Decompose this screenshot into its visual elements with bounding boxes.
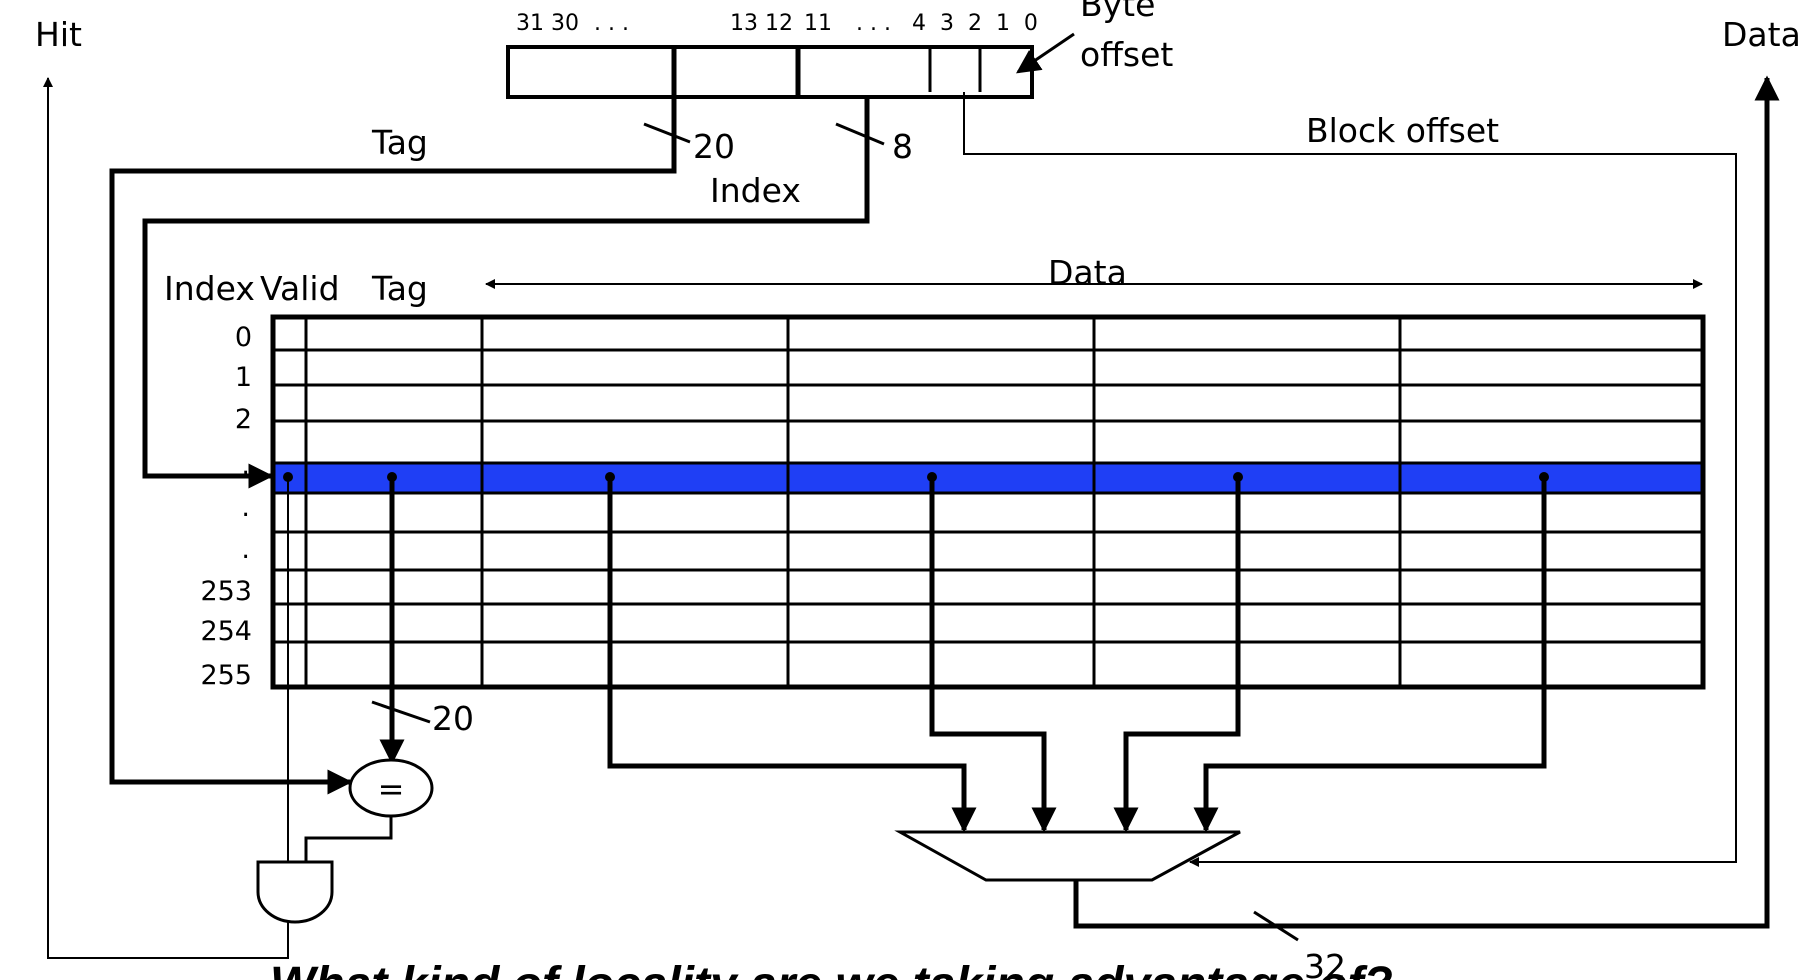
data-output-wire: [1073, 75, 1780, 929]
address-bit-labels: 31 30 . . . 13 12 11 . . . 4 3 2 1 0: [516, 11, 1038, 36]
row-label-dot-2: .: [241, 492, 250, 523]
bit-label-high: 31 30: [516, 11, 579, 36]
index-label: Index: [710, 171, 801, 210]
index-width-slash: [835, 122, 885, 146]
row-label-0: 0: [235, 322, 252, 353]
row-label-253: 253: [200, 576, 252, 607]
hit-and-gate: [256, 860, 334, 924]
index-width-label: 8: [892, 127, 913, 166]
row-label-dot-1: .: [241, 450, 250, 481]
bit-label-low: 4 3 2 1 0: [912, 11, 1038, 36]
row-label-254: 254: [200, 616, 252, 647]
table-frame: [270, 314, 1706, 690]
compare-width-slash: [371, 700, 431, 724]
data-word-wires: [605, 472, 1549, 833]
slide-caption: What kind of locality are we taking adva…: [270, 958, 1393, 980]
tag-width-label: 20: [693, 127, 735, 166]
compare-width-label: 20: [432, 699, 474, 738]
table-row-lines: [273, 348, 1703, 644]
data-multiplexer: [894, 830, 1241, 882]
block-offset-wire: [963, 92, 1737, 867]
row-label-2: 2: [235, 404, 252, 435]
index-wire: [142, 97, 870, 489]
byte-offset-label-line2: offset: [1080, 35, 1173, 74]
table-column-lines: [304, 317, 1402, 687]
valid-bit-wire: [283, 472, 293, 862]
tag-width-slash: [643, 122, 691, 144]
bit-label-dots-1: . . .: [594, 11, 629, 36]
row-label-dot-3: .: [241, 534, 250, 565]
bit-label-mid: 13 12: [730, 11, 793, 36]
comparator-output-wire: [304, 816, 393, 862]
output-width-label: 32: [1304, 947, 1346, 980]
table-header-index: Index: [164, 269, 255, 308]
data-output-label: Data: [1722, 15, 1801, 54]
selected-cache-line: [273, 463, 1703, 493]
comparator-equals-symbol: =: [378, 770, 405, 808]
tag-comparator: =: [348, 758, 434, 818]
table-header-tag: Tag: [371, 269, 428, 308]
tag-wire: [109, 97, 677, 795]
row-index-labels: 0 1 2 . . . 253 254 255: [200, 322, 252, 691]
byte-offset-label-line1: Byte: [1080, 0, 1155, 24]
row-label-255: 255: [200, 660, 252, 691]
cache-table: Index Valid Tag Data 0 1 2: [164, 253, 1706, 691]
hit-label: Hit: [35, 15, 82, 54]
output-width-slash: [1253, 910, 1299, 942]
stored-tag-wire: [371, 472, 431, 765]
byte-offset-pointer-arrow: [1016, 32, 1075, 74]
tag-label: Tag: [371, 123, 428, 162]
bit-label-dots-2: . . .: [856, 11, 891, 36]
table-header-data: Data: [1048, 253, 1127, 292]
table-header-valid: Valid: [260, 269, 340, 308]
block-offset-label: Block offset: [1306, 111, 1499, 150]
address-register: [506, 45, 1034, 99]
row-label-1: 1: [235, 362, 252, 393]
hit-output-wire: [43, 77, 289, 959]
bit-label-eleven: 11: [804, 11, 832, 36]
